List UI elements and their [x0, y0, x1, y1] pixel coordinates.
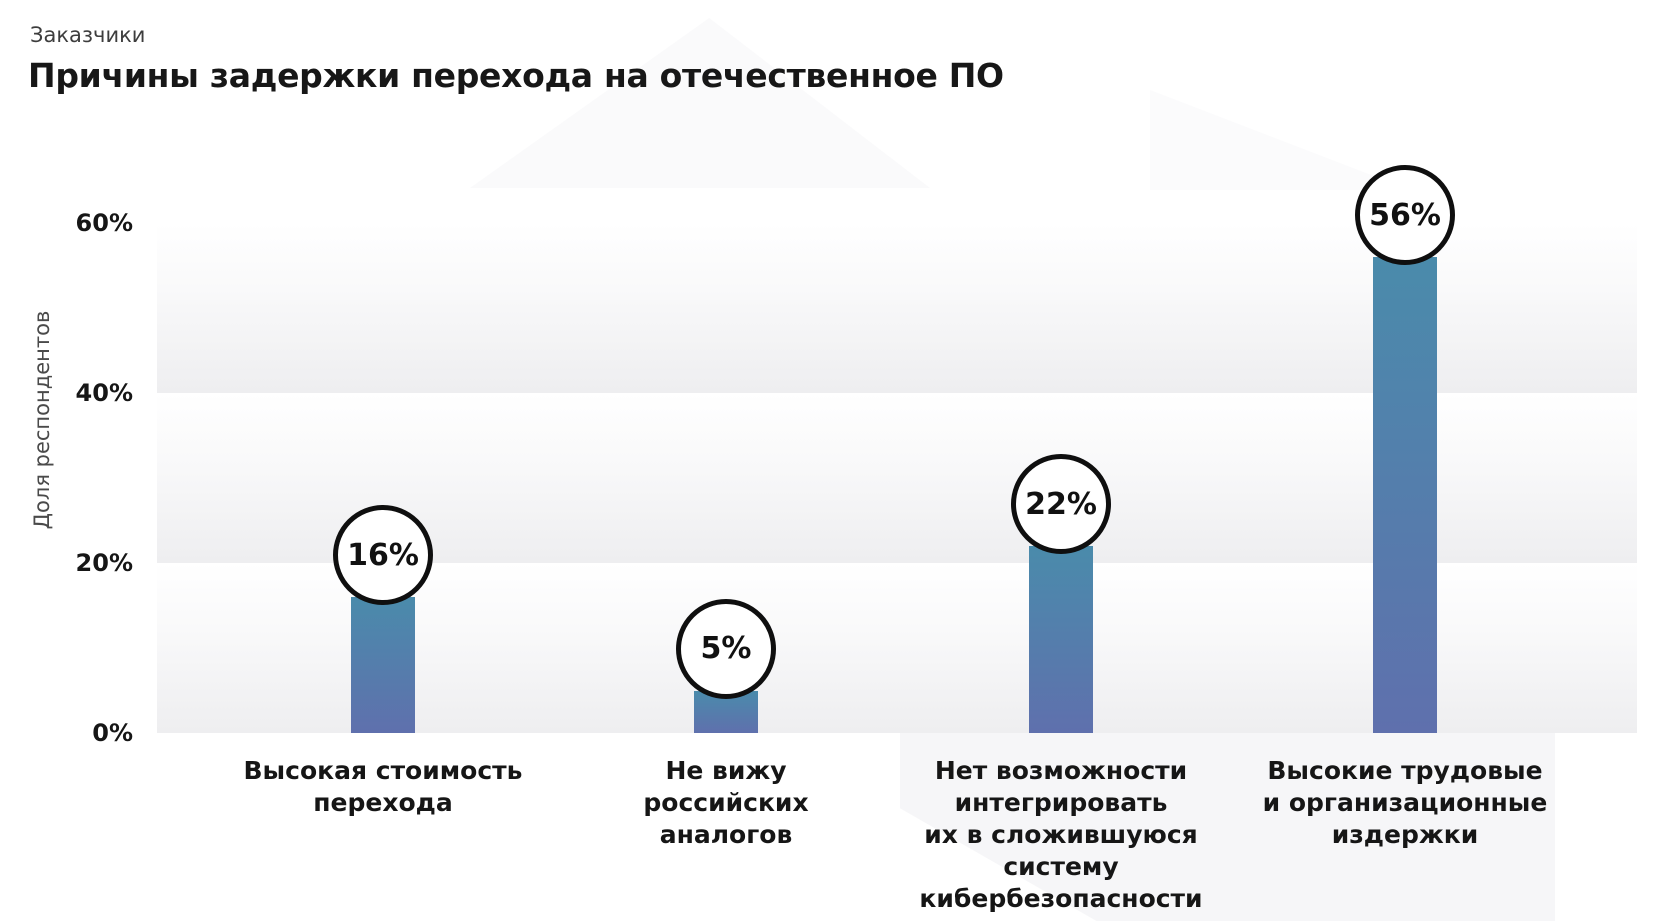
- value-badge: 56%: [1355, 165, 1455, 265]
- y-axis-title: Доля респондентов: [30, 310, 54, 530]
- bar: [1373, 257, 1437, 733]
- y-tick-label: 20%: [75, 549, 133, 577]
- watermark-triangle-icon: [470, 18, 930, 188]
- bar: [1029, 546, 1093, 733]
- value-badge: 5%: [676, 598, 776, 699]
- category-label: Высокая стоимость перехода: [243, 756, 523, 817]
- bar: [351, 597, 415, 733]
- chart-title: Причины задержки перехода на отечественн…: [28, 56, 1004, 95]
- category-label: Нет возможности интегрировать их в сложи…: [919, 756, 1203, 913]
- watermark-triangle-icon: [1150, 90, 1410, 190]
- y-tick-label: 0%: [92, 719, 133, 747]
- category-label: Не вижу российских аналогов: [643, 756, 809, 849]
- y-tick-label: 60%: [75, 209, 133, 237]
- chart-subtitle: Заказчики: [30, 23, 146, 47]
- value-badge: 16%: [333, 505, 433, 605]
- category-label: Высокие трудовые и организационные издер…: [1262, 756, 1548, 849]
- value-badge: 22%: [1011, 454, 1111, 554]
- y-tick-label: 40%: [75, 379, 133, 407]
